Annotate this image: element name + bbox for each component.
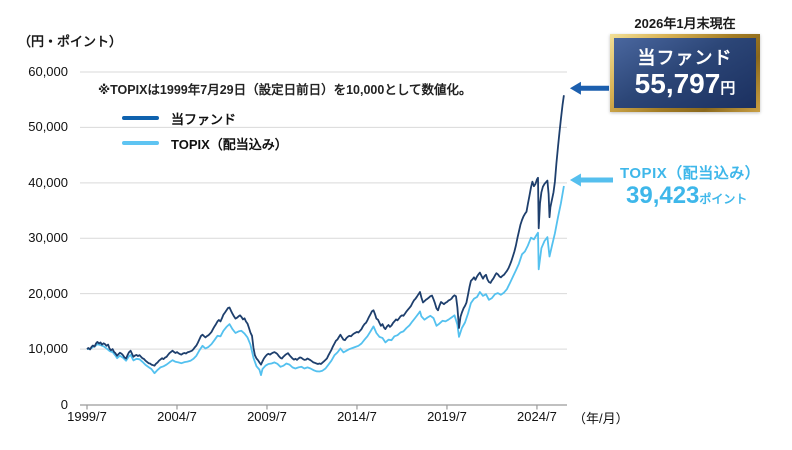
topix-line: [86, 185, 565, 377]
x-tick-label: 1999/7: [67, 409, 107, 424]
topix-callout-title: TOPIX（配当込み）: [620, 165, 761, 182]
fund-badge-unit: 円: [720, 79, 736, 97]
as-of-date-label: 2026年1月末現在: [634, 16, 736, 31]
fund-value-badge: 当ファンド 55,797円: [610, 34, 760, 112]
topix-callout-value-line: 39,423ポイント: [626, 184, 760, 208]
fund-badge-value: 55,797: [634, 67, 721, 99]
legend-item-topix: TOPIX（配当込み）: [122, 135, 288, 152]
legend-item-fund: 当ファンド: [122, 110, 288, 127]
fund-badge-value-line: 55,797円: [634, 67, 736, 99]
x-tick-label: 2019/7: [427, 409, 467, 424]
topix-value-callout: TOPIX（配当込み） 39,423ポイント: [620, 162, 760, 208]
index-note: ※TOPIXは1999年7月29日（設定日前日）を10,000として数値化。: [98, 83, 472, 97]
y-tick-label: 50,000: [28, 119, 68, 135]
y-axis-unit-label: （円・ポイント）: [18, 34, 123, 49]
x-tick-label: 2024/7: [517, 409, 557, 424]
fund-callout-arrow-head: [569, 81, 581, 95]
fund-line-swatch: [122, 116, 159, 120]
legend-label-fund: 当ファンド: [171, 111, 237, 127]
fund-badge-title: 当ファンド: [637, 47, 733, 68]
y-tick-label: 20,000: [28, 285, 68, 301]
x-tick-label: 2004/7: [157, 409, 197, 424]
y-tick-label: 40,000: [28, 174, 68, 190]
topix-line-swatch: [122, 141, 159, 145]
topix-callout-unit: ポイント: [699, 192, 748, 206]
x-tick-label: 2014/7: [337, 409, 377, 424]
fund-value-badge-inner: 当ファンド 55,797円: [614, 38, 756, 108]
y-tick-label: 60,000: [28, 64, 68, 79]
topix-callout-value: 39,423: [626, 182, 700, 209]
x-axis-unit-label: （年/月）: [573, 411, 629, 426]
y-tick-label: 10,000: [28, 341, 68, 357]
fund-line: [86, 95, 565, 367]
x-tick-label: 2009/7: [247, 409, 287, 424]
y-tick-label: 30,000: [28, 230, 68, 246]
y-tick-label: 0: [60, 396, 68, 412]
legend-label-topix: TOPIX（配当込み）: [171, 136, 288, 152]
topix-callout-arrow-head: [569, 173, 581, 187]
legend: 当ファンド TOPIX（配当込み）: [122, 110, 288, 152]
